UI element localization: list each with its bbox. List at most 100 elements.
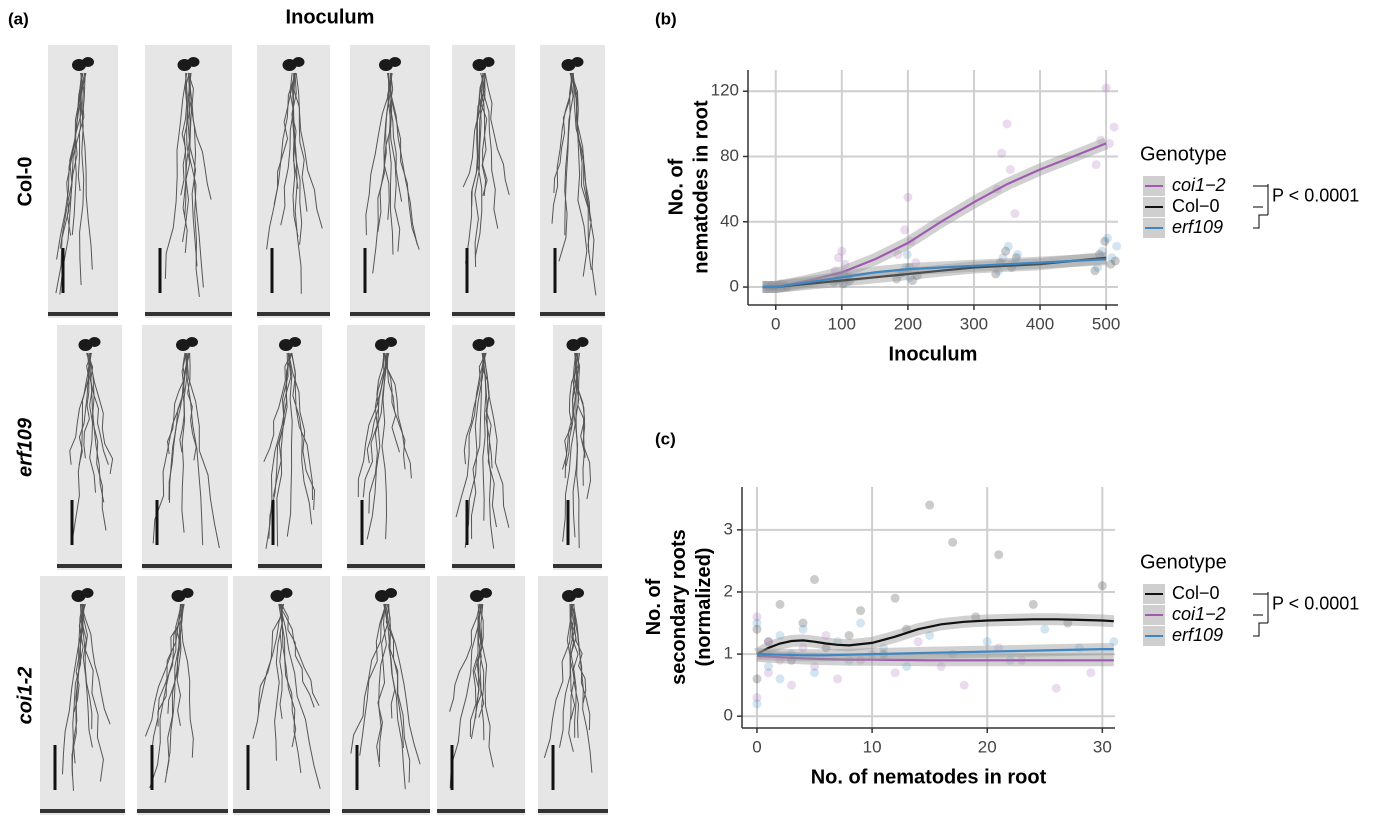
root-photo bbox=[145, 45, 232, 318]
root bbox=[286, 352, 293, 537]
data-point bbox=[948, 537, 958, 547]
root bbox=[291, 352, 313, 525]
root bbox=[481, 352, 495, 549]
root bbox=[389, 72, 403, 202]
y-axis-title-line: No. of bbox=[643, 578, 665, 635]
bracket bbox=[1253, 184, 1269, 215]
data-point bbox=[902, 662, 912, 672]
legend-label: Col−0 bbox=[1172, 583, 1220, 603]
x-tick-label: 200 bbox=[894, 314, 922, 333]
root bbox=[181, 352, 188, 533]
panel-label: (b) bbox=[655, 9, 677, 28]
root bbox=[81, 603, 93, 748]
data-point bbox=[1110, 256, 1120, 266]
x-tick-label: 100 bbox=[828, 314, 856, 333]
root bbox=[179, 352, 191, 453]
shoot bbox=[385, 588, 397, 598]
bracket bbox=[1253, 593, 1269, 623]
data-point bbox=[775, 630, 785, 640]
data-point bbox=[959, 680, 969, 690]
root bbox=[182, 72, 191, 243]
data-point bbox=[1107, 253, 1117, 263]
data-point bbox=[911, 258, 921, 268]
root bbox=[185, 352, 204, 546]
x-tick-label: 30 bbox=[1093, 737, 1112, 756]
data-point bbox=[1005, 165, 1015, 175]
row-label: coi1-2 bbox=[14, 667, 36, 725]
plate-edge bbox=[437, 809, 525, 813]
data-point bbox=[908, 276, 918, 286]
root bbox=[362, 352, 385, 498]
root bbox=[377, 603, 389, 762]
root-photo bbox=[258, 325, 322, 570]
root bbox=[87, 352, 96, 493]
root bbox=[188, 72, 200, 297]
shoot bbox=[482, 337, 495, 347]
p-value: P < 0.0001 bbox=[1272, 185, 1359, 205]
data-point bbox=[1097, 581, 1107, 591]
root bbox=[291, 72, 299, 237]
root bbox=[280, 72, 294, 226]
data-point bbox=[925, 500, 935, 510]
x-axis-title: Inoculum bbox=[889, 343, 978, 365]
root bbox=[565, 352, 577, 467]
root bbox=[572, 72, 592, 271]
data-point bbox=[1102, 233, 1112, 243]
plate-edge bbox=[258, 564, 322, 568]
data-point bbox=[1001, 246, 1011, 256]
root bbox=[462, 72, 486, 188]
y-tick-label: 40 bbox=[720, 211, 739, 230]
root bbox=[478, 603, 485, 741]
data-point bbox=[763, 637, 773, 647]
legend-title: Genotype bbox=[1140, 551, 1227, 573]
x-tick-label: 10 bbox=[863, 737, 882, 756]
root bbox=[386, 603, 396, 719]
fit-line bbox=[762, 256, 1107, 289]
data-point bbox=[763, 662, 773, 672]
root bbox=[449, 603, 482, 789]
data-point bbox=[1051, 683, 1061, 693]
photo-background bbox=[145, 45, 232, 318]
root bbox=[55, 72, 83, 294]
root bbox=[83, 352, 92, 459]
y-tick-label: 120 bbox=[711, 81, 739, 100]
data-point bbox=[890, 668, 900, 678]
root-photo bbox=[233, 576, 330, 815]
root-photo bbox=[257, 45, 330, 318]
data-point bbox=[775, 674, 785, 684]
bracket bbox=[1253, 185, 1269, 215]
root bbox=[73, 603, 84, 713]
data-point bbox=[1106, 259, 1116, 269]
data-point bbox=[902, 249, 912, 259]
x-tick-label: 400 bbox=[1026, 314, 1054, 333]
shoot bbox=[88, 337, 101, 347]
root bbox=[366, 352, 385, 464]
root bbox=[471, 72, 486, 207]
root-photo bbox=[538, 576, 608, 815]
data-point bbox=[1013, 249, 1023, 259]
data-point bbox=[1003, 241, 1013, 251]
root bbox=[572, 72, 597, 296]
data-point bbox=[1095, 249, 1104, 259]
data-point bbox=[971, 612, 981, 622]
root bbox=[266, 72, 297, 250]
root bbox=[571, 603, 591, 731]
panel-label: (a) bbox=[8, 9, 29, 28]
root bbox=[359, 603, 387, 756]
shoot bbox=[280, 588, 293, 598]
root-photo bbox=[452, 45, 515, 318]
root bbox=[77, 72, 85, 191]
x-axis-title: No. of nematodes in root bbox=[811, 766, 1047, 788]
plate-edge bbox=[347, 564, 425, 568]
root-photo bbox=[137, 576, 228, 815]
root bbox=[368, 352, 388, 514]
root bbox=[559, 603, 571, 748]
root bbox=[482, 72, 499, 229]
root bbox=[180, 603, 194, 758]
root bbox=[385, 603, 421, 765]
root bbox=[389, 72, 418, 246]
root bbox=[292, 72, 303, 245]
legend-title: Genotype bbox=[1140, 143, 1227, 165]
x-tick-label: 300 bbox=[960, 314, 988, 333]
